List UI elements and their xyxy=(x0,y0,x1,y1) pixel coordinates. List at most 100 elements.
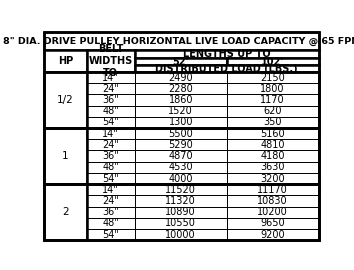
Bar xyxy=(227,173,319,184)
Text: 3630: 3630 xyxy=(261,162,285,172)
Text: 11170: 11170 xyxy=(257,185,288,195)
Bar xyxy=(135,218,227,229)
Bar xyxy=(87,72,319,128)
Bar xyxy=(227,162,319,173)
Text: HP: HP xyxy=(58,56,73,66)
Bar xyxy=(87,184,319,240)
Text: 1/2: 1/2 xyxy=(57,95,74,105)
Text: 14": 14" xyxy=(102,185,119,195)
Bar xyxy=(227,128,319,139)
Text: 1: 1 xyxy=(62,151,69,161)
Text: 24": 24" xyxy=(102,196,119,206)
Bar xyxy=(44,184,87,240)
Text: LENGTHS UP TO: LENGTHS UP TO xyxy=(183,49,270,59)
Bar xyxy=(135,229,227,240)
Bar xyxy=(87,218,135,229)
Text: 1520: 1520 xyxy=(169,106,193,116)
Bar xyxy=(87,195,135,207)
Text: 36": 36" xyxy=(102,207,119,217)
Bar xyxy=(87,83,135,94)
Text: 48": 48" xyxy=(102,218,119,228)
Text: 8" DIA. DRIVE PULLEY HORIZONTAL LIVE LOAD CAPACITY @ 65 FPM: 8" DIA. DRIVE PULLEY HORIZONTAL LIVE LOA… xyxy=(2,37,354,46)
Text: BELT
WIDTHS
TO: BELT WIDTHS TO xyxy=(88,44,133,77)
Bar xyxy=(44,72,87,128)
Text: 24": 24" xyxy=(102,84,119,94)
Text: 1170: 1170 xyxy=(260,95,285,105)
Bar xyxy=(87,139,135,150)
Bar xyxy=(44,50,87,72)
Text: 4000: 4000 xyxy=(169,174,193,184)
Text: 9200: 9200 xyxy=(260,230,285,240)
Text: 4810: 4810 xyxy=(261,140,285,150)
Text: 3200: 3200 xyxy=(260,174,285,184)
Bar xyxy=(227,117,319,128)
Bar xyxy=(135,50,319,58)
Text: 10550: 10550 xyxy=(165,218,196,228)
Text: 1800: 1800 xyxy=(261,84,285,94)
Bar xyxy=(87,106,135,117)
Bar xyxy=(87,173,135,184)
Text: 52': 52' xyxy=(172,57,189,67)
Bar xyxy=(87,128,319,184)
Text: DISTRIBUTED LOAD (LBS.): DISTRIBUTED LOAD (LBS.) xyxy=(155,63,298,73)
Bar xyxy=(44,128,87,184)
Text: 11320: 11320 xyxy=(165,196,196,206)
Text: 10000: 10000 xyxy=(165,230,196,240)
Text: 48": 48" xyxy=(102,162,119,172)
Bar xyxy=(44,184,319,240)
Bar xyxy=(135,184,227,195)
Text: 54": 54" xyxy=(102,174,119,184)
Text: 14": 14" xyxy=(102,129,119,139)
Text: 5500: 5500 xyxy=(169,129,193,139)
Text: 350: 350 xyxy=(263,117,282,127)
Text: 48": 48" xyxy=(102,106,119,116)
Bar xyxy=(87,117,135,128)
Bar xyxy=(227,106,319,117)
Bar xyxy=(227,58,319,65)
Bar xyxy=(87,50,135,72)
Text: 36": 36" xyxy=(102,95,119,105)
Text: 54": 54" xyxy=(102,230,119,240)
Bar xyxy=(44,32,319,50)
Bar xyxy=(135,150,227,162)
Bar xyxy=(135,106,227,117)
Bar xyxy=(135,72,227,83)
Text: 2280: 2280 xyxy=(169,84,193,94)
Text: 10830: 10830 xyxy=(257,196,288,206)
Bar xyxy=(135,128,227,139)
Bar xyxy=(135,117,227,128)
Text: 2490: 2490 xyxy=(169,73,193,83)
Text: 5160: 5160 xyxy=(260,129,285,139)
Bar xyxy=(44,128,319,184)
Text: 620: 620 xyxy=(263,106,282,116)
Bar xyxy=(135,173,227,184)
Bar xyxy=(87,184,135,195)
Bar xyxy=(44,72,319,128)
Bar xyxy=(135,139,227,150)
Bar xyxy=(87,94,135,106)
Text: 11520: 11520 xyxy=(165,185,196,195)
Bar xyxy=(135,83,227,94)
Bar xyxy=(135,65,319,72)
Text: 102': 102' xyxy=(261,57,284,67)
Bar xyxy=(227,207,319,218)
Bar xyxy=(135,207,227,218)
Text: 54": 54" xyxy=(102,117,119,127)
Bar xyxy=(227,150,319,162)
Text: 4530: 4530 xyxy=(169,162,193,172)
Text: 24": 24" xyxy=(102,140,119,150)
Text: 9650: 9650 xyxy=(260,218,285,228)
Bar xyxy=(135,162,227,173)
Bar xyxy=(135,195,227,207)
Text: 10200: 10200 xyxy=(257,207,288,217)
Text: 14": 14" xyxy=(102,73,119,83)
Bar xyxy=(227,218,319,229)
Text: 1300: 1300 xyxy=(169,117,193,127)
Bar xyxy=(87,207,135,218)
Bar xyxy=(227,83,319,94)
Bar xyxy=(87,72,135,83)
Bar xyxy=(87,162,135,173)
Bar xyxy=(227,195,319,207)
Bar xyxy=(87,128,135,139)
Bar xyxy=(135,58,227,65)
